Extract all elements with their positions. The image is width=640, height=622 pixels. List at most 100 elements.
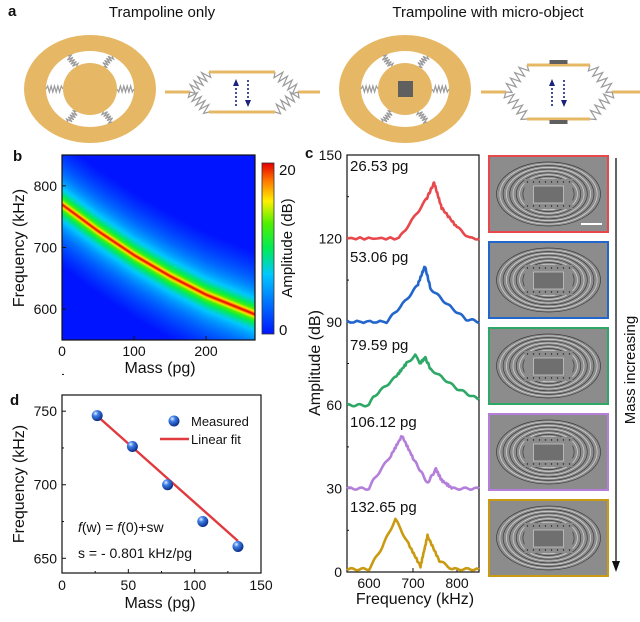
y-axis-label: Frequency (kHz): [11, 425, 28, 543]
x-tick-label: 50: [121, 577, 137, 593]
formula-part: (w) =: [82, 519, 117, 535]
hole: [544, 377, 547, 379]
micro-object: [533, 271, 564, 290]
spring-icon: [65, 109, 78, 123]
spring-icon: [587, 64, 613, 94]
trampoline-ring-with-object: [339, 35, 471, 143]
spiral-beam: [506, 253, 591, 307]
arrow-down-icon: [245, 100, 251, 107]
spring-model-with-object: [481, 60, 640, 124]
hole: [562, 463, 565, 465]
spectrum-line-4: [346, 434, 480, 492]
x-tick-label: 600: [357, 575, 381, 591]
x-tick-label: 800: [445, 575, 469, 591]
hole: [538, 205, 541, 207]
spiral-beam: [506, 511, 591, 565]
spring-icon: [381, 54, 395, 67]
colorbar-label: Amplitude (dB): [279, 198, 296, 297]
spiral-beam: [512, 256, 585, 304]
spiral-beam: [522, 348, 575, 384]
spiral-beam: [519, 346, 578, 386]
hole: [568, 439, 571, 441]
y-tick-label: 0: [334, 564, 342, 580]
spiral-beam: [506, 339, 591, 393]
hole: [544, 439, 547, 441]
spiral-beam: [515, 172, 582, 216]
spring-icon: [188, 71, 212, 95]
mass-label: 106.12 pg: [350, 414, 417, 431]
hole: [532, 525, 535, 527]
hole: [568, 463, 571, 465]
spiral-beam: [499, 163, 598, 225]
hole: [550, 205, 553, 207]
sem-image-4: [488, 413, 609, 491]
hole: [562, 377, 565, 379]
panel-label-a: a: [8, 3, 17, 20]
spiral-beam: [522, 520, 575, 556]
hole: [538, 525, 541, 527]
spring-model: [165, 70, 320, 115]
mass-label: 53.06 pg: [350, 249, 408, 266]
mass-label: 79.59 pg: [350, 337, 408, 354]
hole: [550, 181, 553, 183]
hole: [568, 181, 571, 183]
hole: [568, 377, 571, 379]
legend-label-fit: Linear fit: [191, 432, 241, 447]
measured-point: [91, 410, 103, 422]
colorbar-tick-label: 0: [279, 322, 287, 339]
hole: [550, 525, 553, 527]
spiral-beam: [509, 340, 588, 392]
spiral-beam: [506, 167, 591, 221]
micro-object: [398, 81, 413, 97]
y-tick-label: 700: [34, 477, 58, 493]
y-tick-label: 750: [34, 403, 58, 419]
spiral-beam: [506, 425, 591, 479]
hole: [532, 439, 535, 441]
hole: [550, 267, 553, 269]
spiral-beam: [522, 434, 575, 470]
spiral-beam: [512, 170, 585, 218]
spring-icon: [273, 70, 299, 95]
hole: [532, 463, 535, 465]
hole: [562, 205, 565, 207]
spiral-beam: [496, 247, 601, 313]
hole: [544, 267, 547, 269]
spiral-beam: [496, 419, 601, 485]
hole: [532, 353, 535, 355]
sem-image-1: [488, 155, 609, 233]
hole: [568, 549, 571, 551]
hole: [556, 377, 559, 379]
spring-icon: [45, 83, 64, 95]
spectrum-line-3: [347, 353, 480, 408]
plot-d: 0 50 100 150 650 700 750 Mass (pg) Frequency (kH…: [11, 373, 273, 612]
spiral-beam: [515, 344, 582, 388]
spring-icon: [274, 90, 300, 115]
spiral-beam: [512, 428, 585, 476]
hole: [550, 353, 553, 355]
spring-icon: [187, 91, 211, 115]
spiral-beam: [499, 335, 598, 397]
hole: [562, 525, 565, 527]
spiral-beam: [496, 333, 601, 399]
hole: [568, 291, 571, 293]
hole: [526, 439, 529, 441]
arrow-up-icon: [549, 79, 555, 86]
y-tick-label: 600: [34, 301, 58, 317]
spiral-beam: [502, 337, 595, 395]
hole: [556, 205, 559, 207]
spiral-beam: [496, 161, 601, 227]
spring-icon: [102, 55, 115, 69]
x-axis-label: Mass (pg): [124, 595, 195, 612]
spiral-beam: [509, 168, 588, 220]
spiral-beam: [509, 512, 588, 564]
hole: [526, 377, 529, 379]
arrow-down-icon: [612, 561, 620, 572]
spiral-beam: [519, 174, 578, 214]
measured-point: [162, 479, 174, 491]
hole: [526, 525, 529, 527]
measured-point: [197, 516, 209, 528]
title-trampoline-with-object: Trampoline with micro-object: [392, 4, 584, 21]
y-tick-label: 120: [319, 230, 343, 246]
slope-annotation: s = - 0.801 kHz/pg: [78, 545, 192, 561]
mass-label: 26.53 pg: [350, 158, 408, 175]
